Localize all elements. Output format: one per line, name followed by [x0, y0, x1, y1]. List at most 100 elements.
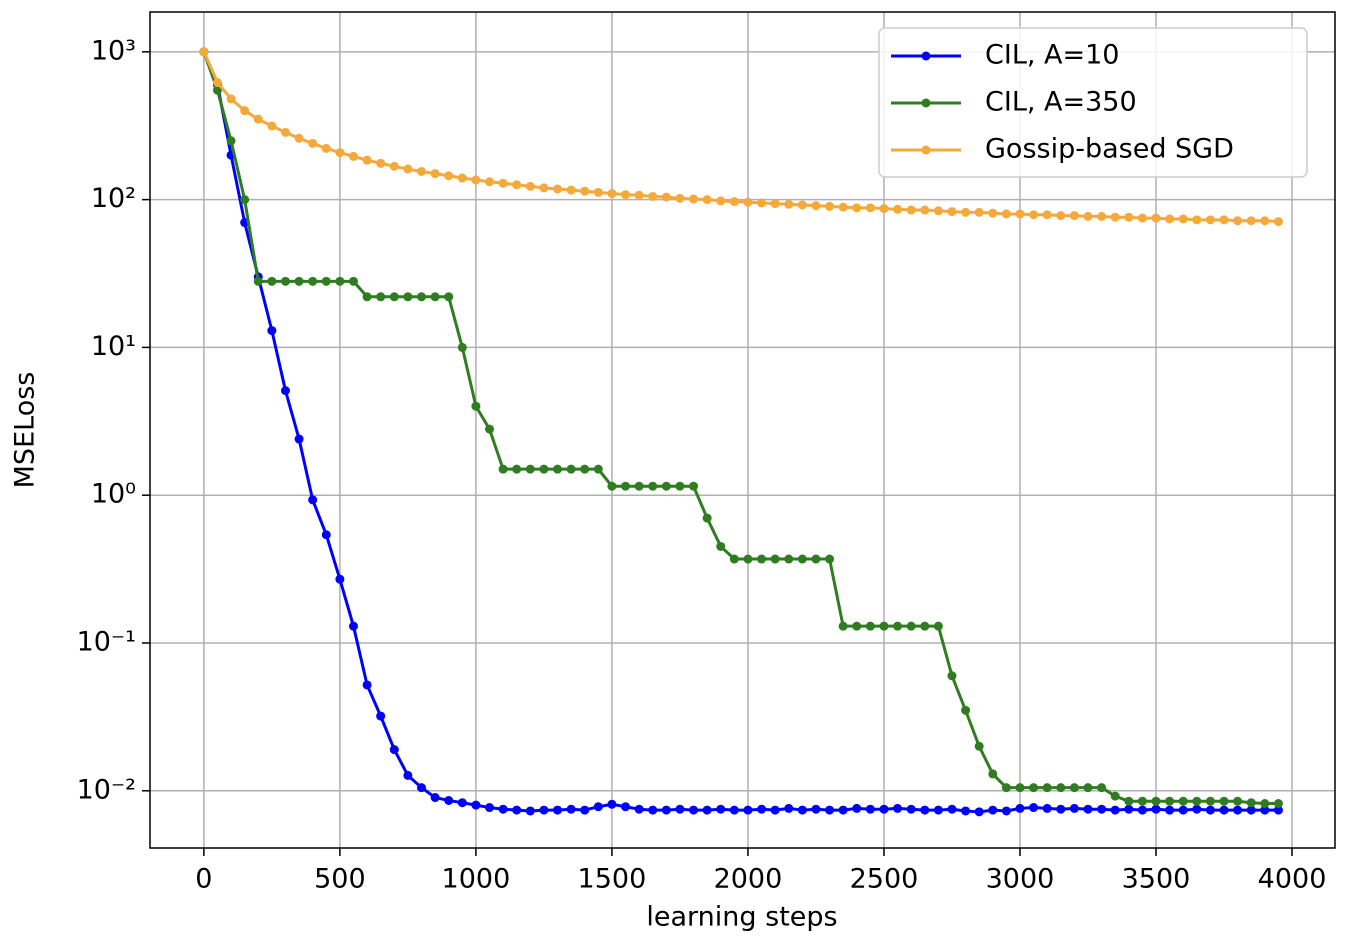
- marker: [376, 158, 386, 168]
- marker: [729, 554, 739, 564]
- series: [199, 47, 1283, 809]
- marker: [1042, 210, 1052, 220]
- marker: [444, 171, 454, 181]
- series: [199, 47, 1283, 227]
- marker: [689, 805, 699, 815]
- marker: [961, 207, 971, 217]
- marker: [607, 189, 617, 199]
- marker: [1205, 796, 1215, 806]
- marker: [1124, 212, 1134, 222]
- marker: [838, 202, 848, 212]
- marker: [280, 276, 290, 286]
- marker: [947, 671, 957, 681]
- marker: [471, 401, 481, 411]
- marker: [1124, 804, 1134, 814]
- marker: [1260, 216, 1270, 226]
- marker: [811, 804, 821, 814]
- marker: [838, 805, 848, 815]
- marker: [1015, 209, 1025, 219]
- marker: [362, 292, 372, 302]
- marker: [607, 799, 617, 809]
- marker: [267, 121, 277, 131]
- marker: [716, 196, 726, 206]
- y-tick-label: 10⁰: [91, 479, 136, 510]
- marker: [1001, 209, 1011, 219]
- marker: [797, 805, 807, 815]
- marker: [553, 464, 563, 474]
- y-tick-label: 10⁻¹: [77, 626, 136, 657]
- marker: [1219, 796, 1229, 806]
- marker: [825, 805, 835, 815]
- marker: [933, 206, 943, 216]
- marker: [743, 554, 753, 564]
- marker: [906, 621, 916, 631]
- legend-marker: [921, 98, 931, 108]
- marker: [580, 805, 590, 815]
- legend-box: [878, 27, 1308, 178]
- legend-marker: [921, 145, 931, 155]
- marker: [1233, 805, 1243, 815]
- marker: [1219, 215, 1229, 225]
- marker: [648, 481, 658, 491]
- marker: [389, 292, 399, 302]
- marker: [1273, 217, 1283, 227]
- y-tick-label: 10⁻²: [77, 774, 136, 805]
- legend-label: Gossip-based SGD: [985, 134, 1234, 165]
- marker: [634, 190, 644, 200]
- marker: [729, 805, 739, 815]
- marker: [974, 741, 984, 751]
- marker: [539, 805, 549, 815]
- marker: [280, 386, 290, 396]
- marker: [920, 805, 930, 815]
- marker: [906, 205, 916, 215]
- marker: [838, 621, 848, 631]
- marker: [1137, 805, 1147, 815]
- marker: [689, 194, 699, 204]
- marker: [1246, 805, 1256, 815]
- marker: [621, 481, 631, 491]
- marker: [403, 164, 413, 174]
- marker: [675, 481, 685, 491]
- marker: [212, 85, 222, 95]
- marker: [607, 481, 617, 491]
- marker: [811, 554, 821, 564]
- marker: [852, 803, 862, 813]
- marker: [1097, 804, 1107, 814]
- marker: [416, 292, 426, 302]
- marker: [1165, 805, 1175, 815]
- marker: [1233, 796, 1243, 806]
- marker: [1273, 799, 1283, 809]
- marker: [525, 181, 535, 191]
- marker: [1246, 798, 1256, 808]
- x-tick-label: 500: [314, 864, 366, 895]
- marker: [757, 804, 767, 814]
- marker: [634, 481, 644, 491]
- marker: [199, 47, 209, 57]
- marker: [362, 155, 372, 165]
- x-tick-label: 3000: [986, 864, 1055, 895]
- marker: [1233, 216, 1243, 226]
- marker: [770, 199, 780, 209]
- marker: [689, 481, 699, 491]
- marker: [498, 464, 508, 474]
- marker: [321, 276, 331, 286]
- x-tick-label: 2500: [850, 864, 919, 895]
- marker: [471, 175, 481, 185]
- marker: [1056, 804, 1066, 814]
- marker: [498, 804, 508, 814]
- marker: [1056, 783, 1066, 793]
- marker: [240, 106, 250, 116]
- marker: [553, 184, 563, 194]
- marker: [1097, 211, 1107, 221]
- marker: [580, 464, 590, 474]
- marker: [702, 805, 712, 815]
- marker: [416, 783, 426, 793]
- marker: [593, 187, 603, 197]
- marker: [348, 276, 358, 286]
- marker: [825, 201, 835, 211]
- marker: [416, 166, 426, 176]
- marker: [389, 745, 399, 755]
- marker: [1260, 799, 1270, 809]
- marker: [879, 804, 889, 814]
- marker: [1097, 783, 1107, 793]
